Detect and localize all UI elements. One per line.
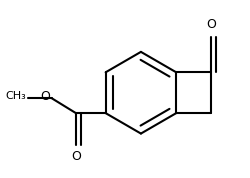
Text: O: O	[71, 150, 81, 163]
Text: O: O	[40, 90, 50, 103]
Text: O: O	[206, 19, 216, 32]
Text: CH₃: CH₃	[5, 91, 26, 101]
